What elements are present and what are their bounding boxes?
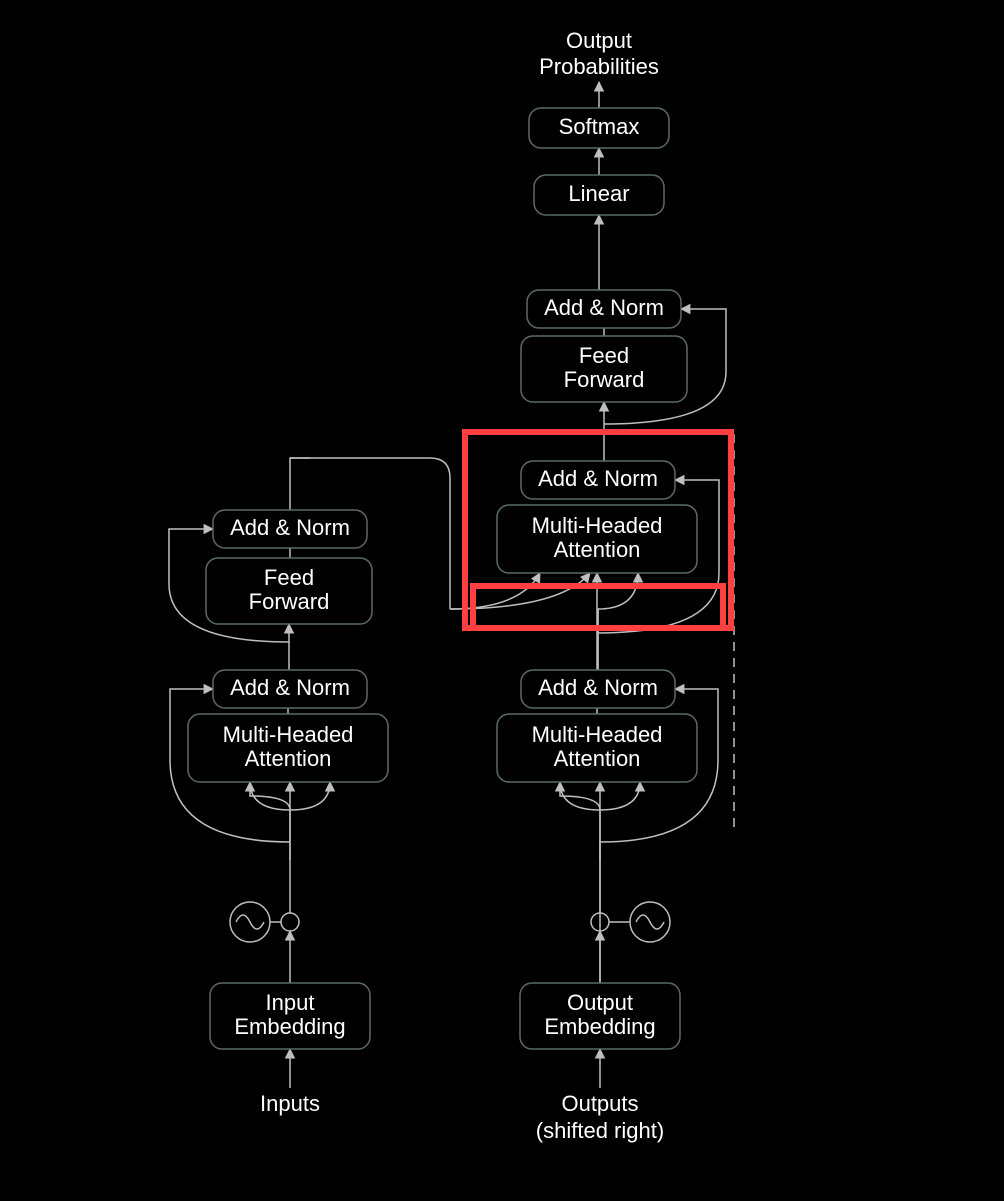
in_emb-label: Embedding [234, 1014, 345, 1039]
in_emb-label: Input [266, 990, 315, 1015]
free-label: (shifted right) [536, 1118, 664, 1143]
ff_e-label: Feed [264, 565, 314, 590]
ff_e-label: Forward [249, 589, 330, 614]
ff_d-label: Forward [564, 367, 645, 392]
addnorm_d1-label: Add & Norm [538, 675, 658, 700]
transformer-architecture-diagram: SoftmaxLinearAdd & NormFeedForwardAdd & … [0, 0, 1004, 1201]
linear-label: Linear [568, 181, 629, 206]
free-label: Output [566, 28, 632, 53]
free-label: Inputs [260, 1091, 320, 1116]
out_emb-label: Embedding [544, 1014, 655, 1039]
mha_d1-label: Attention [554, 746, 641, 771]
mha_d1-label: Multi-Headed [532, 722, 663, 747]
mha_d2-label: Multi-Headed [532, 513, 663, 538]
addnorm_d3-label: Add & Norm [544, 295, 664, 320]
ff_d-label: Feed [579, 343, 629, 368]
addnorm_e1-label: Add & Norm [230, 675, 350, 700]
addnorm_d2-label: Add & Norm [538, 466, 658, 491]
mha_d2-label: Attention [554, 537, 641, 562]
softmax-label: Softmax [559, 114, 640, 139]
free-label: Outputs [561, 1091, 638, 1116]
mha_e-label: Multi-Headed [223, 722, 354, 747]
free-label: Probabilities [539, 54, 659, 79]
mha_e-label: Attention [245, 746, 332, 771]
addnorm_e2-label: Add & Norm [230, 515, 350, 540]
out_emb-label: Output [567, 990, 633, 1015]
